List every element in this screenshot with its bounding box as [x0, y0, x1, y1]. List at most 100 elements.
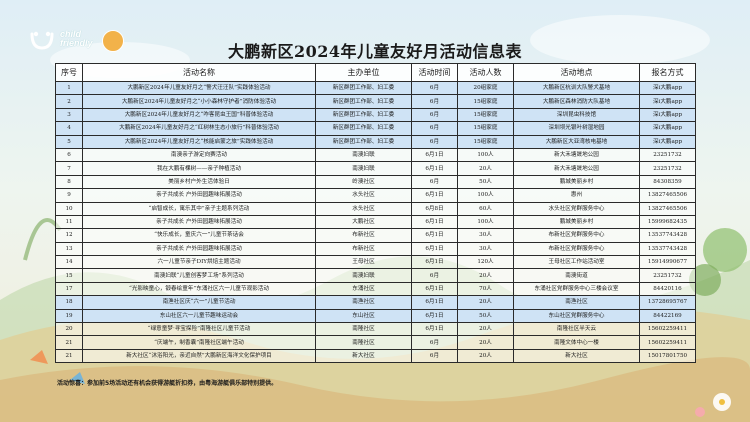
cell-no: 8: [55, 174, 83, 190]
table-row: 6 南澳亲子游定向赛活动 南澳妇联 6月1日 100人 新大禾塘晟地公园 23251732: [55, 147, 696, 163]
cell-signup: 23251732: [639, 147, 696, 163]
cell-org: 王母社区: [315, 255, 412, 270]
cell-place: 水头社区党群服务中心: [513, 201, 640, 216]
cell-org: 水头社区: [315, 201, 412, 216]
cell-org: 布新社区: [315, 228, 412, 243]
cell-signup: 15017801750: [639, 348, 696, 364]
cell-people: 15组家庭: [457, 134, 514, 149]
cell-signup: 15602259411: [639, 322, 696, 337]
cell-signup: 84422169: [639, 308, 696, 324]
cell-name: 亲子共成长 户外田园趣味拓展活动: [82, 214, 316, 230]
cell-name: 南澳妇联“儿童创客梦工场”系列活动: [82, 268, 316, 283]
cell-people: 20人: [457, 295, 514, 310]
cell-signup: 深i大鹏app: [639, 107, 696, 123]
cell-signup: 84420116: [639, 281, 696, 297]
cell-time: 6月: [411, 335, 458, 350]
cell-time: 6月: [411, 107, 458, 123]
cell-place: 鹏城美丽乡村: [513, 174, 640, 190]
cell-people: 15组家庭: [457, 94, 514, 109]
cell-people: 60人: [457, 201, 514, 216]
cell-org: 南隆社区: [315, 335, 412, 350]
cell-place: 南澳街道: [513, 268, 640, 283]
col-header-place: 活动地点: [513, 63, 640, 82]
cell-place: 新大禾塘晟地公园: [513, 161, 640, 176]
cell-people: 20人: [457, 268, 514, 283]
cell-signup: 84308359: [639, 174, 696, 190]
table-row: 1 大鹏新区2024年儿童友好月之“警犬汪汪队”实践体验活动 新区群团工作部、妇工委…: [55, 80, 696, 96]
cell-name: 亲子共成长 户外田园趣味拓展活动: [82, 188, 316, 203]
table-row: 21 新大社区“沐浴阳光，亲近自然”大鹏新区海洋文化保护项目 新大社区 6月 20人 新大…: [55, 348, 696, 364]
cell-org: 布新社区: [315, 241, 412, 257]
cell-no: 19: [55, 308, 83, 324]
cell-name: “启智成长，寓乐其中”亲子主题系列活动: [82, 201, 316, 216]
table-row: 9 亲子共成长 户外田园趣味拓展活动 水头社区 6月1日 100人 惠州 138274655…: [55, 188, 696, 203]
table-row: 12 “快乐成长，童庆六一”儿童节茶话会 布新社区 6月1日 30人 布新社区党群服务中心…: [55, 228, 696, 243]
cell-no: 2: [55, 94, 83, 109]
cell-place: 大鹏新区大亚湾核电基地: [513, 134, 640, 149]
cell-place: 东涌社区党群服务中心三楼会议室: [513, 281, 640, 297]
cell-org: 新区群团工作部、妇工委: [315, 121, 412, 136]
cell-signup: 13537743428: [639, 228, 696, 243]
table-row: 18 南渔社区庆“六一”儿童节活动 南渔社区 6月1日 20人 南渔社区 137286957…: [55, 295, 696, 310]
cell-people: 20人: [457, 322, 514, 337]
cell-no: 21: [55, 335, 83, 350]
cell-people: 20人: [457, 348, 514, 364]
cell-no: 15: [55, 268, 83, 283]
cell-people: 100人: [457, 214, 514, 230]
table-header-row: 序号 活动名称 主办单位 活动时间 活动人数 活动地点 报名方式: [55, 63, 696, 82]
cell-org: 东涌社区: [315, 281, 412, 297]
cell-no: 5: [55, 134, 83, 149]
cell-place: 深圳坝光银叶树湿地园: [513, 121, 640, 136]
cell-name: 大鹏新区2024年儿童友好月之“小小森林守护者”消防体验活动: [82, 94, 316, 109]
cell-no: 17: [55, 281, 83, 297]
col-header-name: 活动名称: [82, 63, 316, 82]
cell-no: 1: [55, 80, 83, 96]
cell-org: 水头社区: [315, 188, 412, 203]
col-header-people: 活动人数: [457, 63, 514, 82]
activity-table: 序号 活动名称 主办单位 活动时间 活动人数 活动地点 报名方式 1 大鹏新区20…: [55, 63, 696, 364]
table-row: 14 六一儿童节亲子DIY烘焙主题活动 王母社区 6月1日 120人 王母社区工作站活动室…: [55, 255, 696, 270]
table-row: 11 亲子共成长 户外田园趣味拓展活动 大鹏社区 6月1日 100人 鹏城美丽乡村 1599…: [55, 214, 696, 230]
cell-time: 6月1日: [411, 214, 458, 230]
cell-place: 鹏城美丽乡村: [513, 214, 640, 230]
cell-place: 布新社区党群服务中心: [513, 228, 640, 243]
cell-signup: 13827465506: [639, 188, 696, 203]
cell-name: 东山社区六一儿童节趣味运动会: [82, 308, 316, 324]
cell-time: 6月: [411, 134, 458, 149]
women-federation-emblem-icon: [102, 30, 124, 52]
cell-place: 东山社区党群服务中心: [513, 308, 640, 324]
cell-time: 6月1日: [411, 241, 458, 257]
cell-people: 20组家庭: [457, 80, 514, 96]
cell-place: 王母社区工作站活动室: [513, 255, 640, 270]
cell-no: 11: [55, 214, 83, 230]
table-row: 15 南澳妇联“儿童创客梦工场”系列活动 南澳妇联 6月 20人 南澳街道 23251732: [55, 268, 696, 283]
cell-signup: 深i大鹏app: [639, 121, 696, 136]
cell-people: 15组家庭: [457, 121, 514, 136]
cell-no: 3: [55, 107, 83, 123]
cell-place: 惠州: [513, 188, 640, 203]
cell-name: “快乐成长，童庆六一”儿童节茶话会: [82, 228, 316, 243]
table-row: 8 美丽乡村户外生活体验日 岭澳社区 6月 50人 鹏城美丽乡村 84308359: [55, 174, 696, 190]
cell-org: 南渔社区: [315, 295, 412, 310]
table-row: 17 “光影映童心，锻春绘童年”东涌社区六一儿童节观影活动 东涌社区 6月1日 70人东…: [55, 281, 696, 297]
cell-people: 70人: [457, 281, 514, 297]
cell-signup: 15602259411: [639, 335, 696, 350]
cell-no: 9: [55, 188, 83, 203]
cell-people: 50人: [457, 174, 514, 190]
cell-people: 100人: [457, 188, 514, 203]
cell-time: 6月: [411, 80, 458, 96]
cell-place: 南隆文体中心一楼: [513, 335, 640, 350]
cell-signup: 深i大鹏app: [639, 94, 696, 109]
cell-no: 13: [55, 241, 83, 257]
cell-signup: 13537743428: [639, 241, 696, 257]
table-row: 2 大鹏新区2024年儿童友好月之“小小森林守护者”消防体验活动 新区群团工作部、妇…: [55, 94, 696, 109]
cell-time: 6月: [411, 348, 458, 364]
cell-place: 南渔社区: [513, 295, 640, 310]
cell-name: 大鹏新区2024年儿童友好月之“咋客昆虫王国”科普体验活动: [82, 107, 316, 123]
cell-place: 新大禾塘晟地公园: [513, 147, 640, 163]
cell-org: 南澳妇联: [315, 147, 412, 163]
cell-name: 南澳亲子游定向赛活动: [82, 147, 316, 163]
cell-org: 大鹏社区: [315, 214, 412, 230]
cell-name: 南渔社区庆“六一”儿童节活动: [82, 295, 316, 310]
table-row: 3 大鹏新区2024年儿童友好月之“咋客昆虫王国”科普体验活动 新区群团工作部、妇工…: [55, 107, 696, 123]
